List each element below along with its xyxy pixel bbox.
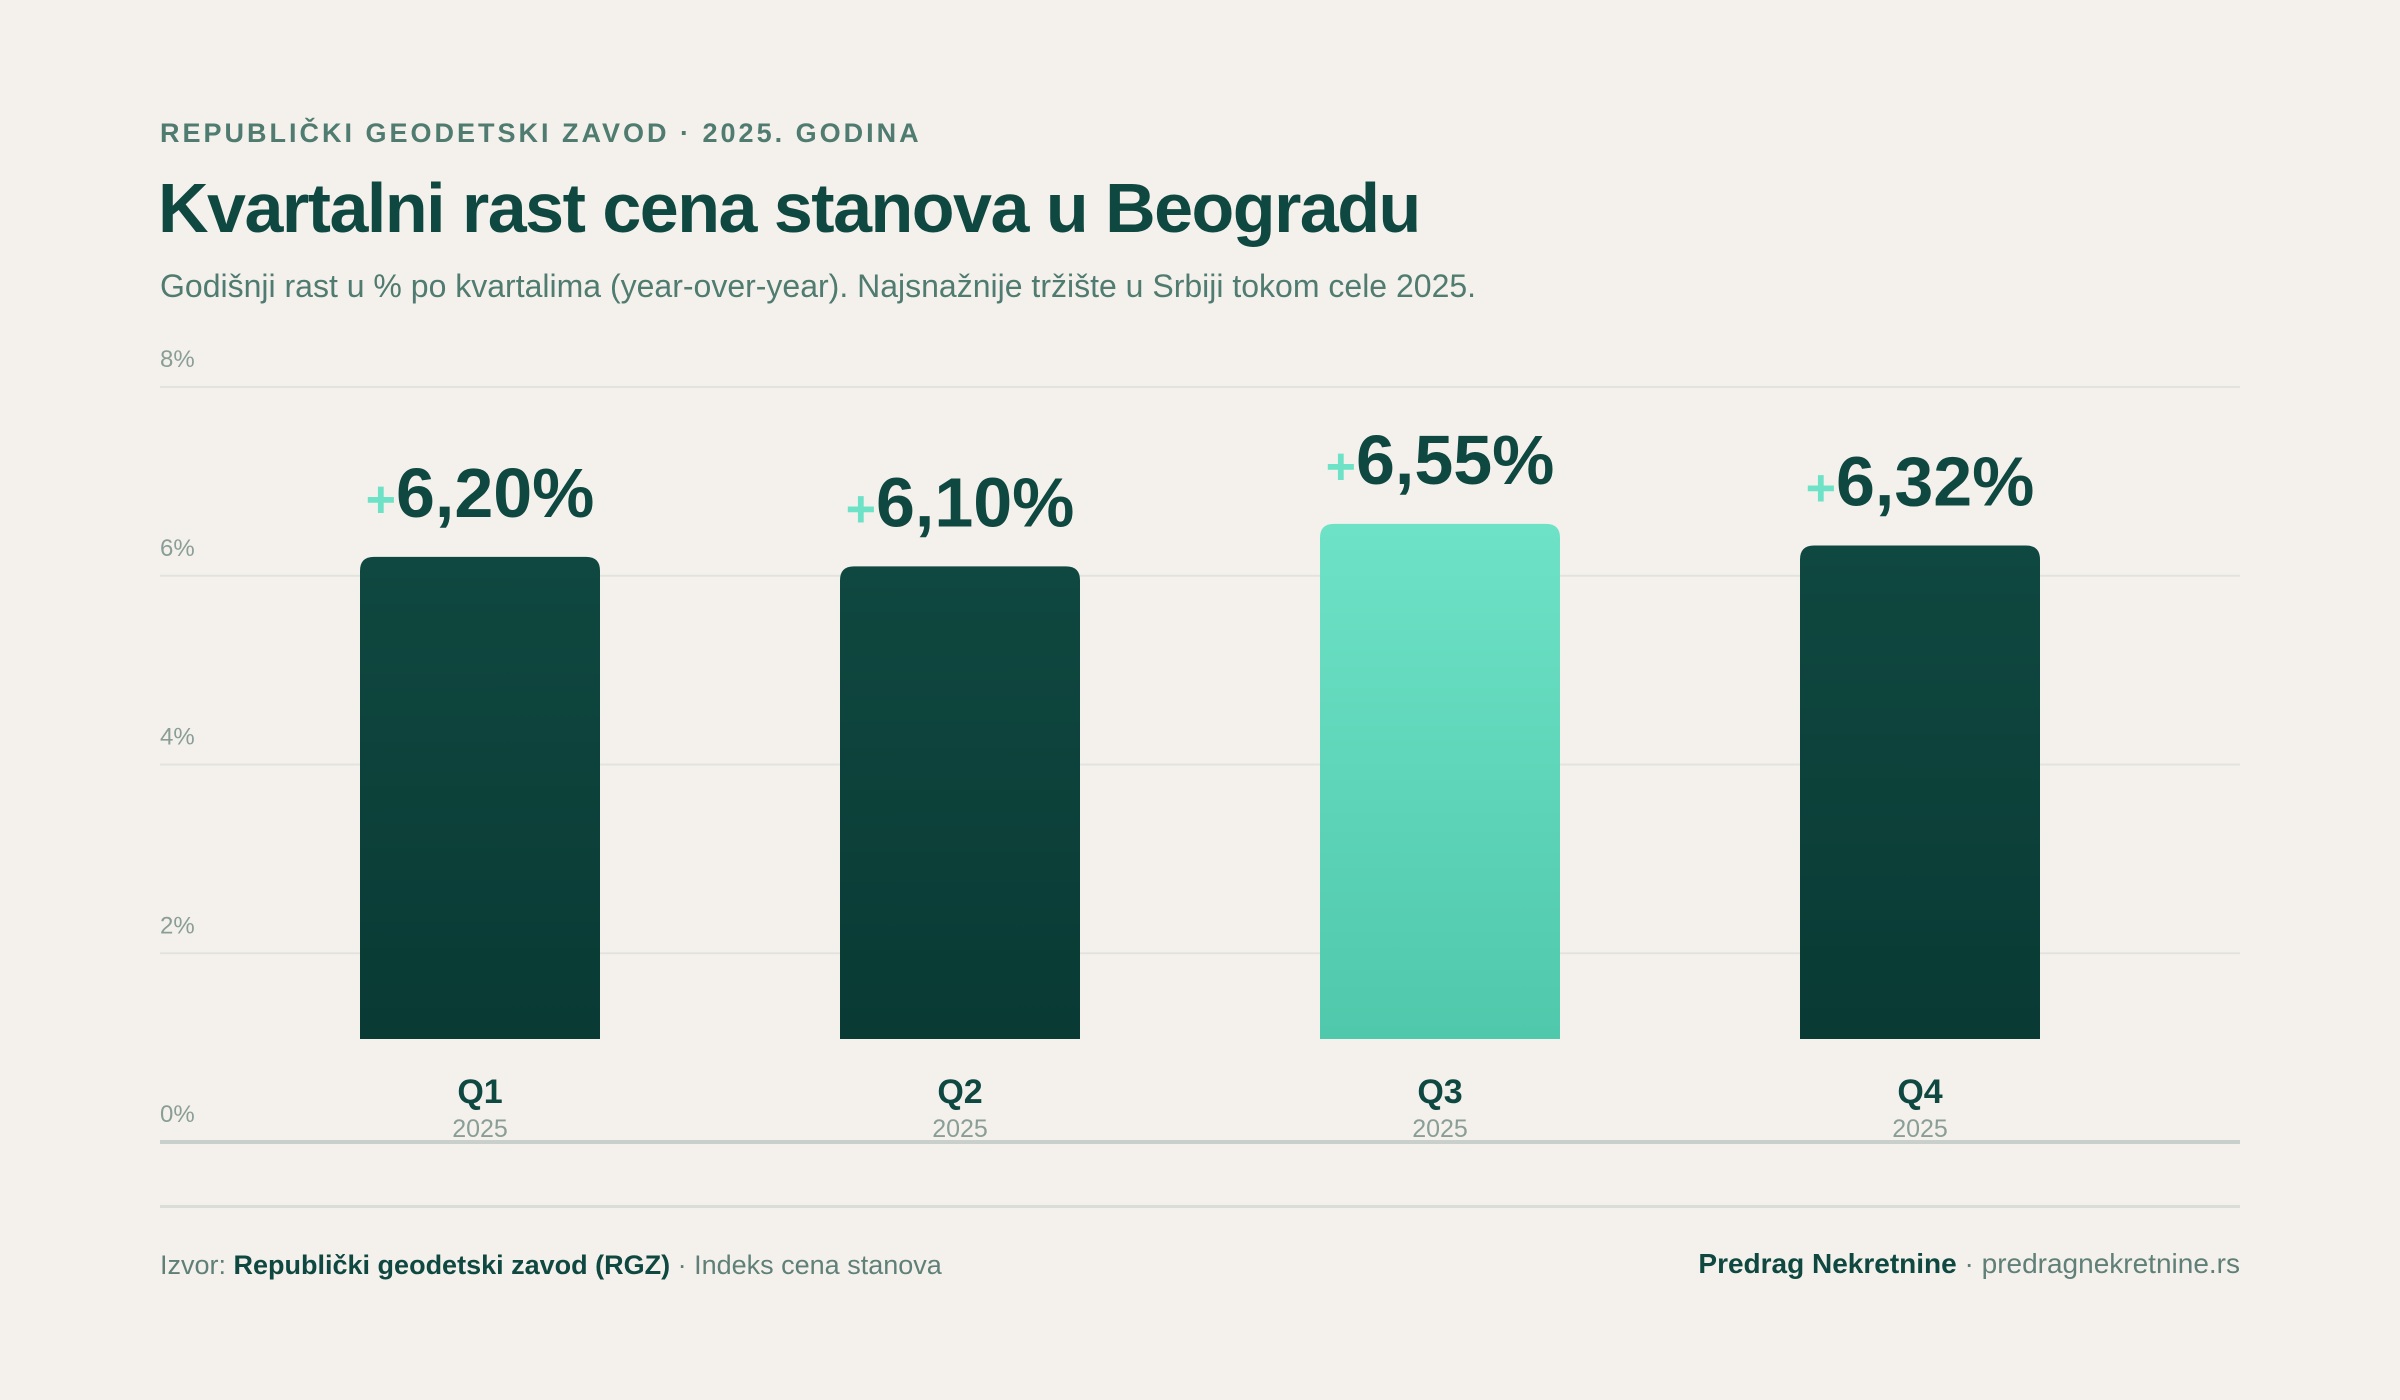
y-tick-label: 6% — [160, 535, 195, 562]
brand-name: Predrag Nekretnine — [1698, 1248, 1957, 1279]
category-label: Q3 — [1417, 1073, 1462, 1111]
value-number: 6,10% — [876, 463, 1074, 541]
footer-source: Izvor: Republički geodetski zavod (RGZ) … — [160, 1250, 942, 1281]
y-tick-label: 8% — [160, 346, 195, 373]
value-plus-sign: + — [366, 471, 396, 529]
source-prefix: Izvor: — [160, 1250, 227, 1280]
bar-q1 — [360, 556, 600, 1039]
bar-q3 — [1320, 523, 1560, 1039]
category-sublabel: 2025 — [932, 1115, 988, 1143]
value-label: +6,55% — [1326, 421, 1555, 499]
chart-subtitle: Godišnji rast u % po kvartalima (year-ov… — [160, 268, 1477, 304]
bar-q2 — [840, 566, 1080, 1039]
category-sublabel: 2025 — [452, 1115, 508, 1143]
bar-q4 — [1800, 545, 2040, 1039]
y-tick-label: 0% — [160, 1101, 195, 1128]
value-number: 6,32% — [1836, 443, 2034, 521]
category-label: Q4 — [1897, 1073, 1942, 1111]
eyebrow-label: REPUBLIČKI GEODETSKI ZAVOD · 2025. GODIN… — [160, 118, 922, 148]
category-label: Q1 — [457, 1073, 502, 1111]
source-name: Republički geodetski zavod (RGZ) — [233, 1250, 671, 1280]
y-tick-label: 2% — [160, 912, 195, 939]
category-sublabel: 2025 — [1412, 1115, 1468, 1143]
value-plus-sign: + — [1326, 438, 1356, 496]
value-label: +6,20% — [366, 454, 595, 532]
category-sublabel: 2025 — [1892, 1115, 1948, 1143]
value-plus-sign: + — [846, 480, 876, 538]
value-plus-sign: + — [1806, 460, 1836, 518]
brand-website: · predragnekretnine.rs — [1964, 1248, 2240, 1279]
footer-divider — [160, 1205, 2240, 1208]
value-number: 6,20% — [396, 454, 594, 532]
value-number: 6,55% — [1356, 421, 1554, 499]
category-label: Q2 — [937, 1073, 982, 1111]
y-tick-label: 4% — [160, 724, 195, 751]
value-label: +6,10% — [846, 463, 1075, 541]
footer-brand: Predrag Nekretnine · predragnekretnine.r… — [1698, 1248, 2240, 1280]
chart-title: Kvartalni rast cena stanova u Beogradu — [158, 169, 1421, 247]
value-label: +6,32% — [1806, 443, 2035, 521]
source-suffix: · Indeks cena stanova — [677, 1250, 942, 1280]
